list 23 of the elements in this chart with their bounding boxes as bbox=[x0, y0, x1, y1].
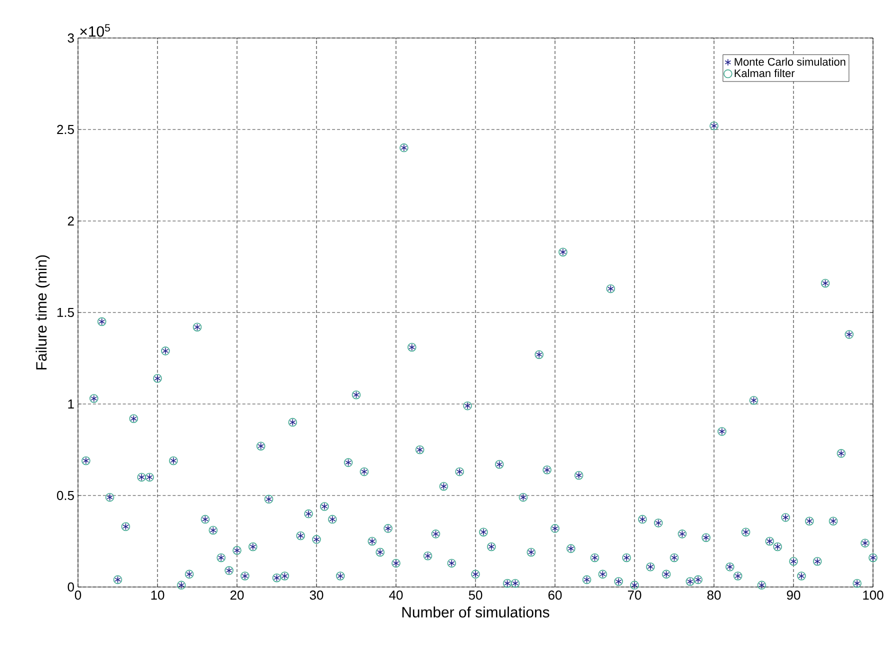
y-tick-label: 2.5 bbox=[57, 124, 74, 134]
x-tick-label: 80 bbox=[707, 590, 721, 600]
x-tick-label: 50 bbox=[468, 590, 482, 600]
x-tick-label: 10 bbox=[151, 590, 164, 600]
x-tick-label: 40 bbox=[389, 590, 403, 600]
x-tick-label: 20 bbox=[230, 590, 244, 600]
y-tick-label: 2 bbox=[68, 216, 74, 226]
y-axis-title: Failure time (min) bbox=[36, 255, 50, 370]
x-axis-title: Number of simulations bbox=[402, 606, 550, 618]
legend-label: Kalman filter bbox=[734, 69, 795, 78]
x-tick-label: 90 bbox=[786, 590, 800, 600]
x-tick-label: 30 bbox=[310, 590, 324, 600]
y-tick-label: 0.5 bbox=[56, 490, 74, 500]
legend-label: Monte Carlo simulation bbox=[734, 58, 846, 66]
y-tick-label: 1.5 bbox=[57, 308, 74, 318]
y-tick-label: 1 bbox=[68, 400, 74, 408]
x-tick-label: 60 bbox=[548, 590, 562, 600]
x-tick-label: 70 bbox=[628, 590, 642, 600]
x-tick-label: 100 bbox=[863, 590, 884, 600]
y-tick-label: 3 bbox=[68, 33, 74, 43]
text: ×10$^{5}$ bbox=[80, 24, 110, 37]
x-tick-label: 0 bbox=[74, 590, 82, 600]
y-tick-label: 0 bbox=[68, 582, 74, 592]
